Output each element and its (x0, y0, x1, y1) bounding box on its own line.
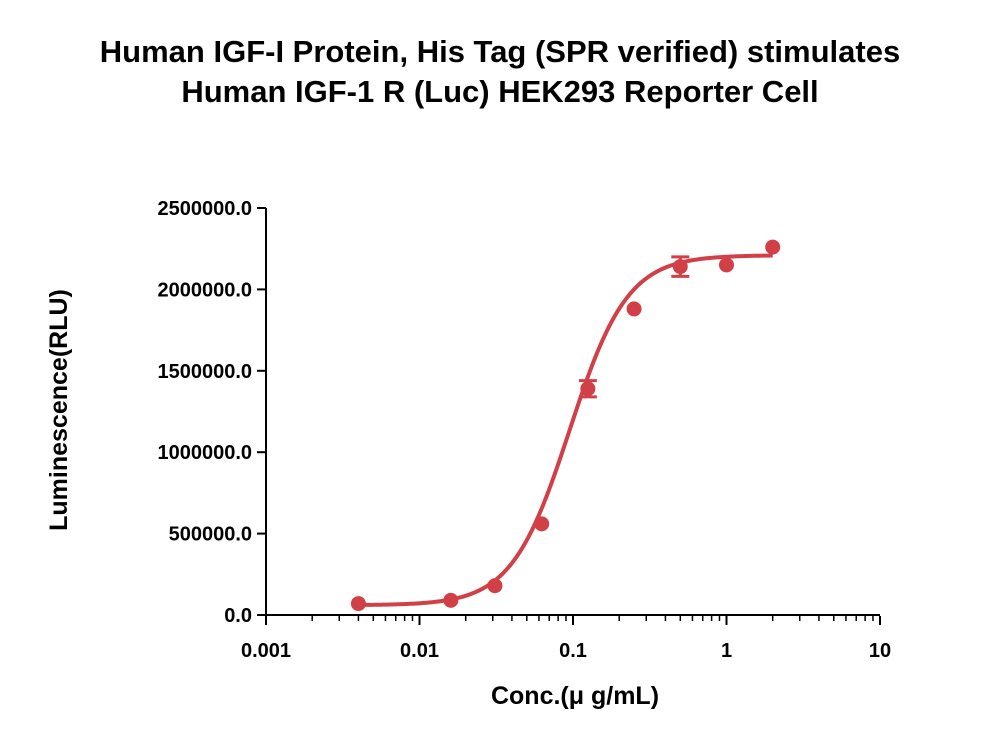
x-tick-label: 1 (721, 640, 732, 662)
data-point (672, 259, 688, 275)
data-point (719, 257, 734, 273)
x-tick-label: 10 (869, 640, 891, 662)
y-tick-label: 1000000.0 (157, 442, 252, 464)
data-points (350, 239, 781, 612)
x-tick-label: 0.01 (400, 640, 439, 662)
chart-title-line-1: Human IGF-I Protein, His Tag (SPR verifi… (99, 34, 901, 69)
fit-curve (358, 253, 773, 607)
x-tick-label: 0.001 (241, 640, 291, 662)
error-bars (578, 255, 690, 399)
chart-title: Human IGF-I Protein, His Tag (SPR verifi… (0, 32, 1000, 112)
data-point (626, 301, 642, 317)
x-axis-label: Conc.(μ g/mL) (491, 682, 659, 710)
y-axis-label: Luminescence(RLU) (45, 289, 73, 531)
data-point (350, 596, 366, 612)
data-point (534, 516, 550, 532)
y-tick-label: 2000000.0 (157, 279, 252, 301)
y-tick-label: 2500000.0 (157, 198, 252, 220)
y-tick-label: 0.0 (224, 605, 252, 627)
data-point (443, 592, 459, 608)
x-tick-label: 0.1 (559, 640, 587, 662)
data-point (487, 578, 503, 594)
y-tick-label: 1500000.0 (157, 361, 252, 383)
fit-curve-group (358, 253, 773, 607)
axes: 0.0 500000.0 1000000.0 1500000.0 2000000.0 25… (157, 198, 891, 662)
data-point (580, 381, 596, 397)
y-tick-label: 500000.0 (169, 524, 252, 546)
data-point (765, 239, 781, 255)
chart-title-line-2: Human IGF-1 R (Luc) HEK293 Reporter Cell (181, 74, 819, 109)
